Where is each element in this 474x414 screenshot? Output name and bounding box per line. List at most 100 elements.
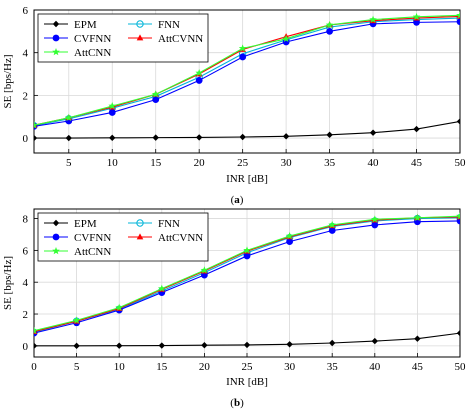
data-point-attcnn [72, 316, 81, 324]
data-point-epm [34, 342, 38, 350]
data-point-cvfnn [152, 96, 160, 104]
x-tick-label: 50 [455, 361, 467, 373]
series-epm [34, 329, 460, 350]
y-tick-label: 6 [23, 5, 29, 17]
data-point-attcnn [282, 34, 290, 43]
caption-paren: ) [240, 194, 244, 206]
series-epm [34, 118, 460, 142]
legend-label-epm: EPM [74, 19, 97, 31]
data-point-epm [65, 134, 72, 142]
legend-label-attcvnn: AttCVNN [158, 33, 203, 45]
data-point-epm [286, 341, 293, 348]
data-point-epm [326, 131, 333, 139]
x-axis-label: INR [dB] [226, 173, 268, 185]
x-tick-label: 40 [368, 157, 380, 169]
data-point-epm [116, 342, 123, 349]
data-point-epm [201, 342, 208, 349]
data-point-epm [158, 342, 165, 349]
legend: EPM FNN CVFNN AttCVNN AttCNN [37, 13, 209, 63]
data-point-attcnn [412, 12, 421, 21]
data-point-cvfnn [371, 221, 379, 229]
data-point-epm [109, 134, 116, 142]
y-tick-label: 2 [23, 309, 29, 321]
x-tick-label: 35 [324, 157, 336, 169]
series-attcnn [34, 11, 460, 129]
chart-2: 0 5 10 15 20 25 30 35 40 45 50 0 2 4 6 8 INR [dB] SE [bps… [2, 208, 467, 409]
legend-marker-cvfnn [52, 34, 60, 42]
data-point-epm [282, 133, 290, 140]
data-point-cvfnn [328, 227, 336, 234]
data-point-attcnn [325, 20, 334, 29]
legend-label-cvfnn: CVFNN [74, 232, 111, 244]
x-tick-label: 10 [114, 361, 126, 373]
x-tick-label: 30 [284, 361, 296, 373]
data-point-cvfnn [326, 27, 333, 35]
x-tick-label: 25 [237, 157, 249, 169]
legend-label-attcnn: AttCNN [74, 47, 111, 59]
y-tick-label: 2 [23, 90, 29, 102]
x-tick-label: 20 [199, 361, 211, 373]
legend-marker-attcvnn [136, 34, 144, 41]
legend-marker-cvfnn [52, 233, 60, 241]
series-line-epm [34, 120, 460, 139]
data-point-attcnn [238, 44, 247, 52]
data-point-epm [413, 125, 420, 133]
caption-paren: ( [230, 397, 234, 409]
data-point-attcnn [456, 11, 460, 19]
data-point-epm [73, 342, 80, 350]
x-axis-label: INR [dB] [226, 376, 268, 388]
caption-letter: b [234, 397, 240, 409]
data-point-attcnn [371, 215, 379, 223]
data-point-epm [414, 335, 421, 342]
figure-caption: (b) [230, 397, 244, 409]
x-tick-label: 50 [455, 157, 467, 169]
legend-marker-epm [52, 20, 60, 28]
data-point-epm [329, 339, 336, 347]
legend-label-epm: EPM [74, 218, 97, 230]
data-point-epm [195, 134, 203, 141]
data-point-epm [371, 337, 378, 345]
x-tick-label: 15 [156, 361, 168, 373]
data-point-attcnn [34, 121, 38, 129]
legend-label-fnn: FNN [158, 19, 180, 31]
data-point-attcnn [369, 15, 377, 23]
y-tick-label: 4 [23, 277, 29, 289]
data-point-attcnn [413, 213, 422, 221]
data-point-attcnn [108, 102, 117, 110]
data-point-attcnn [115, 303, 123, 311]
x-tick-label: 20 [194, 157, 206, 169]
data-point-attcnn [200, 266, 209, 274]
legend-label-cvfnn: CVFNN [74, 33, 111, 45]
data-point-epm [243, 341, 251, 349]
x-tick-label: 0 [31, 361, 37, 373]
legend-label-fnn: FNN [158, 218, 180, 230]
chart-1: 5 10 15 20 25 30 35 40 45 50 0 2 4 6 INR [dB] SE [bps/H… [2, 5, 466, 206]
data-point-cvfnn [108, 109, 116, 116]
legend-marker-attcnn [52, 247, 60, 255]
data-point-epm [369, 129, 377, 136]
figure-caption: (a) [231, 194, 244, 206]
x-tick-label: 10 [107, 157, 119, 169]
legend-marker-epm [52, 219, 60, 227]
data-point-attcnn [64, 113, 73, 122]
data-point-attcnn [195, 68, 203, 77]
y-tick-label: 0 [23, 341, 29, 353]
y-axis-label: SE [bps/Hz] [2, 54, 14, 108]
y-tick-label: 4 [23, 48, 29, 60]
x-tick-label: 40 [369, 361, 381, 373]
data-point-epm [152, 134, 159, 141]
data-point-epm [456, 118, 460, 125]
data-point-cvfnn [413, 18, 420, 26]
data-point-attcnn [328, 220, 336, 229]
y-tick-label: 0 [23, 133, 29, 145]
data-point-cvfnn [195, 77, 203, 84]
legend: EPM FNN CVFNN AttCVNN AttCNN [37, 212, 209, 262]
legend-marker-fnn [136, 219, 144, 227]
data-point-cvfnn [243, 252, 251, 260]
data-point-cvfnn [286, 238, 293, 246]
plot-frame [33, 9, 461, 154]
data-point-attcnn [151, 90, 160, 98]
legend-marker-attcnn [52, 48, 60, 56]
data-point-attcnn [456, 212, 460, 220]
data-point-epm [239, 133, 246, 141]
